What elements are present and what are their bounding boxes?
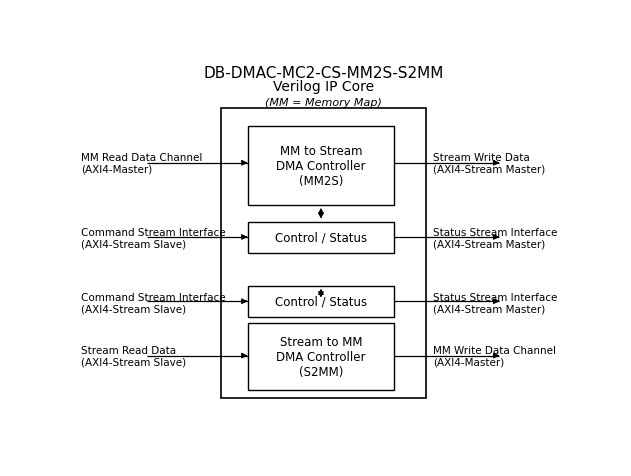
Text: DB-DMAC-MC2-CS-MM2S-S2MM: DB-DMAC-MC2-CS-MM2S-S2MM [203,66,444,81]
Text: MM to Stream
DMA Controller
(MM2S): MM to Stream DMA Controller (MM2S) [276,145,366,188]
Bar [221,109,426,398]
Text: Command Stream Interface
(AXI4-Stream Slave): Command Stream Interface (AXI4-Stream Sl… [81,228,226,249]
Text: MM Write Data Channel
(AXI4-Master): MM Write Data Channel (AXI4-Master) [433,345,557,367]
Text: Control / Status: Control / Status [275,295,367,308]
Text: Control / Status: Control / Status [275,231,367,244]
Text: Verilog IP Core: Verilog IP Core [273,79,374,93]
Bar [247,286,394,317]
Bar [247,127,394,206]
Text: Stream Write Data
(AXI4-Stream Master): Stream Write Data (AXI4-Stream Master) [433,153,546,174]
Text: MM Read Data Channel
(AXI4-Master): MM Read Data Channel (AXI4-Master) [81,153,203,174]
Bar [247,323,394,391]
Text: Stream Read Data
(AXI4-Stream Slave): Stream Read Data (AXI4-Stream Slave) [81,345,186,367]
Text: (MM = Memory Map): (MM = Memory Map) [265,98,382,108]
Text: Status Stream Interface
(AXI4-Stream Master): Status Stream Interface (AXI4-Stream Mas… [433,228,558,249]
Bar [247,222,394,253]
Text: Stream to MM
DMA Controller
(S2MM): Stream to MM DMA Controller (S2MM) [276,335,366,378]
Text: Command Stream Interface
(AXI4-Stream Slave): Command Stream Interface (AXI4-Stream Sl… [81,292,226,314]
Text: Status Stream Interface
(AXI4-Stream Master): Status Stream Interface (AXI4-Stream Mas… [433,292,558,314]
